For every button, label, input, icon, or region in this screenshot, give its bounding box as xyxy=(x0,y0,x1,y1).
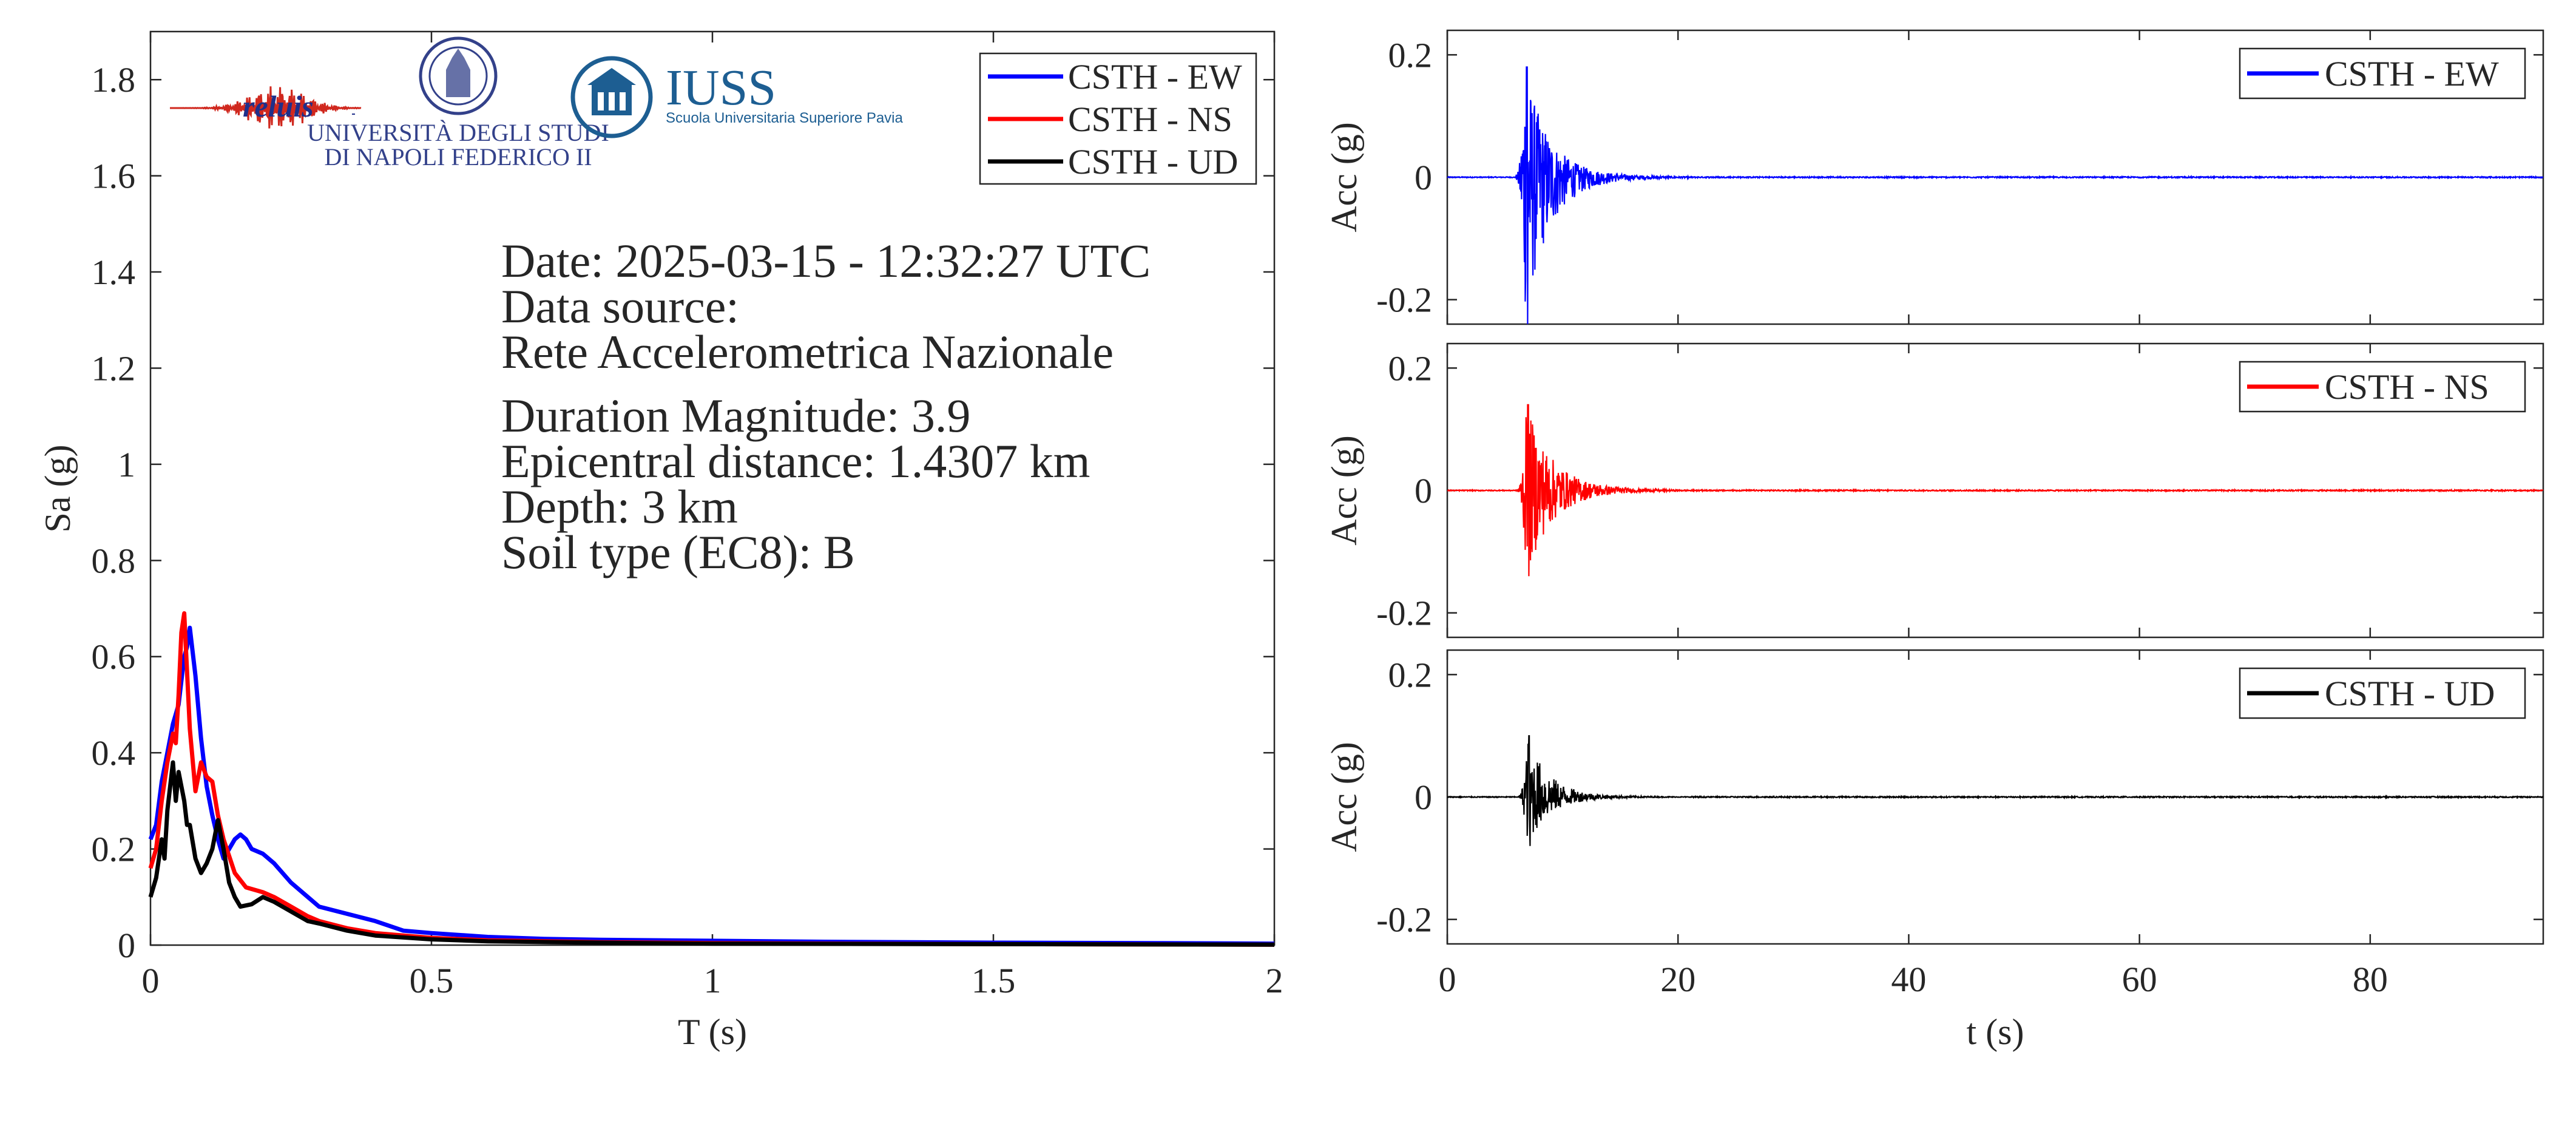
event-info-block: Date: 2025-03-15 - 12:32:27 UTC Data sou… xyxy=(501,234,1151,578)
spectrum-curves xyxy=(148,611,1275,947)
acc-y-tick-label: -0.2 xyxy=(1376,280,1432,320)
spectrum-legend: CSTH - EW CSTH - NS CSTH - UD xyxy=(979,52,1257,185)
acc-x-tick-label: 40 xyxy=(1891,960,1926,999)
time-x-axis-title: t (s) xyxy=(1967,1012,2024,1052)
iuss-building-window xyxy=(598,92,604,110)
spectrum-x-tick-label: 1.5 xyxy=(972,961,1016,1000)
iuss-ring xyxy=(570,56,653,138)
acc-series-ns xyxy=(1447,404,2544,577)
spectrum-x-tick-label: 1 xyxy=(704,961,722,1000)
unina-logo-line1: UNIVERSITÀ DEGLI STUDI xyxy=(307,119,609,146)
info-date: Date: 2025-03-15 - 12:32:27 UTC xyxy=(501,234,1151,287)
acc-y-axis-title-ns: Acc (g) xyxy=(1324,435,1364,546)
acc-legend-label-ew: CSTH - EW xyxy=(2325,54,2499,93)
acc-x-tick-label: 60 xyxy=(2122,960,2157,999)
iuss-logo-subtitle: Scuola Universitaria Superiore Pavia xyxy=(666,110,904,126)
acc-series-ud xyxy=(1447,735,2544,846)
legend-label-ew: CSTH - EW xyxy=(1068,57,1242,97)
spectrum-y-tick-label: 1 xyxy=(118,445,135,484)
iuss-building-window xyxy=(620,92,626,110)
unina-logo-line2: DI NAPOLI FEDERICO II xyxy=(324,143,592,171)
spectrum-ticks: 0 0.5 1 1.5 2 0 0.2 0.4 0.6 0.8 1 1.2 1.4 1.6 1.8 xyxy=(92,32,1283,1000)
acc-y-tick-label: 0.2 xyxy=(1388,348,1433,388)
legend-label-ns: CSTH - NS xyxy=(1068,100,1232,139)
reluis-seismogram-trace xyxy=(170,86,362,129)
acc-legend-ud: CSTH - UD xyxy=(2239,667,2526,719)
unina-seal-figure xyxy=(446,49,470,97)
acc-y-tick-label: 0.2 xyxy=(1388,35,1433,75)
acc-panel-ew: -0.2 0 0.2 Acc (g) CSTH - EW xyxy=(1324,29,2544,325)
info-magnitude: Duration Magnitude: 3.9 xyxy=(501,389,970,442)
acc-legend-box-ns xyxy=(2239,361,2526,413)
acc-legend-ew: CSTH - EW xyxy=(2239,47,2526,100)
acc-x-tick-label: 80 xyxy=(2353,960,2388,999)
spectrum-panel: 0 0.5 1 1.5 2 0 0.2 0.4 0.6 0.8 1 1.2 1.4 1.6 1.8 T (s… xyxy=(38,30,1283,1052)
spectrum-y-tick-label: 0.2 xyxy=(92,830,136,869)
info-soil-type: Soil type (EC8): B xyxy=(501,526,855,578)
spectrum-x-tick-label: 0.5 xyxy=(410,961,454,1000)
unina-logo: UNIVERSITÀ DEGLI STUDI DI NAPOLI FEDERIC… xyxy=(307,36,609,171)
iuss-building-window xyxy=(609,92,615,110)
reluis-logo: reluis xyxy=(170,86,362,129)
spectrum-x-axis-title: T (s) xyxy=(678,1012,747,1052)
info-depth: Depth: 3 km xyxy=(501,480,738,533)
info-epicentral-distance: Epicentral distance: 1.4307 km xyxy=(501,435,1090,487)
spectrum-y-tick-label: 1.4 xyxy=(92,253,136,292)
unina-seal-outer xyxy=(419,36,498,115)
unina-seal-inner xyxy=(428,46,488,106)
acc-y-axis-title-ew: Acc (g) xyxy=(1324,122,1364,232)
spectrum-y-tick-label: 0.4 xyxy=(92,733,136,773)
acc-legend-label-ns: CSTH - NS xyxy=(2325,367,2489,407)
spectrum-y-tick-label: 0.6 xyxy=(92,637,136,677)
acc-y-tick-label: 0.2 xyxy=(1388,655,1433,694)
acc-y-tick-label: -0.2 xyxy=(1376,594,1432,633)
acc-legend-label-ud: CSTH - UD xyxy=(2325,674,2495,713)
iuss-logo: IUSS Scuola Universitaria Superiore Pavi… xyxy=(570,56,904,138)
reluis-logo-text: reluis xyxy=(243,89,314,123)
acc-y-tick-label: 0 xyxy=(1415,471,1432,510)
acc-series-ew xyxy=(1447,66,2544,325)
acc-panel-ns: -0.2 0 0.2 Acc (g) CSTH - NS xyxy=(1324,342,2544,639)
legend-label-ud: CSTH - UD xyxy=(1068,142,1238,181)
acc-x-tick-label: 0 xyxy=(1439,960,1456,999)
acc-y-tick-label: -0.2 xyxy=(1376,900,1432,940)
acc-y-axis-title-ud: Acc (g) xyxy=(1324,742,1364,852)
spectrum-y-tick-label: 1.6 xyxy=(92,157,136,196)
acc-x-tick-label: 20 xyxy=(1660,960,1695,999)
spectrum-y-tick-label: 1.2 xyxy=(92,348,136,388)
info-data-source-label: Data source: xyxy=(501,280,739,333)
spectrum-y-tick-label: 0 xyxy=(118,926,135,965)
spectrum-x-tick-label: 2 xyxy=(1266,961,1283,1000)
info-data-source: Rete Accelerometrica Nazionale xyxy=(501,325,1114,378)
spectrum-y-tick-label: 0.8 xyxy=(92,541,136,580)
iuss-building-roof xyxy=(587,68,636,85)
reluis-seismogram-mark xyxy=(170,86,362,129)
spectrum-series-ud xyxy=(148,760,1275,947)
spectrum-y-axis-title: Sa (g) xyxy=(38,445,78,533)
iuss-logo-title: IUSS xyxy=(666,59,776,116)
spectrum-y-tick-label: 1.8 xyxy=(92,60,136,100)
acc-y-tick-label: 0 xyxy=(1415,778,1432,817)
acc-legend-ns: CSTH - NS xyxy=(2239,361,2526,413)
spectrum-x-tick-label: 0 xyxy=(142,961,160,1000)
acc-y-tick-label: 0 xyxy=(1415,158,1432,197)
